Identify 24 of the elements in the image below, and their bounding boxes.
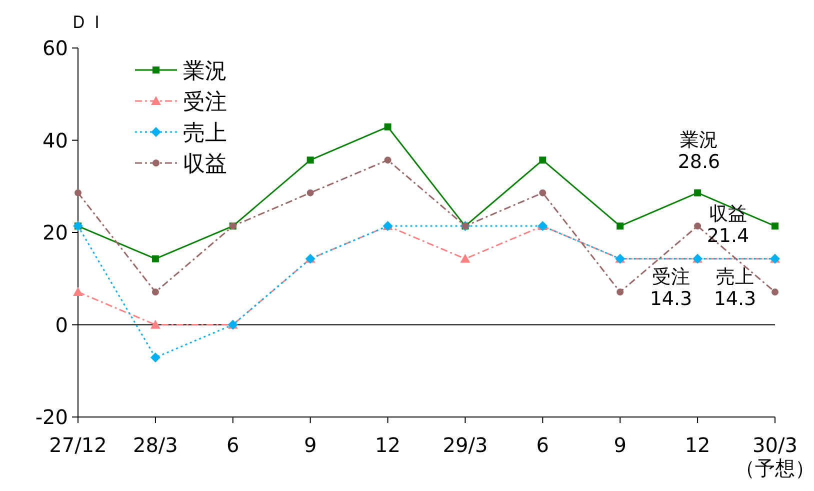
y-axis-title: ＤＩ [70, 12, 106, 33]
x-tick-label: 9 [304, 433, 317, 457]
legend-label: 売上 [183, 121, 227, 146]
legend-label: 収益 [183, 152, 227, 177]
annotation: 受注 14.3 [650, 266, 692, 310]
annotation: 業況 28.6 [678, 129, 720, 173]
x-tick-label: 28/3 [132, 433, 178, 457]
x-tick-label: 6 [536, 433, 550, 457]
x-tick-label: 9 [614, 433, 626, 457]
x-tick-label: 12 [684, 433, 710, 457]
annotation: 売上 14.3 [714, 266, 756, 310]
legend-label: 受注 [183, 90, 227, 115]
x-tick-label: 12 [375, 433, 401, 457]
y-tick-label: 40 [42, 128, 68, 152]
legend-label: 業況 [183, 59, 227, 84]
x-tick-label: 30/3 （予想） [735, 433, 814, 480]
y-tick-label: 20 [42, 220, 68, 244]
x-tick-label: 29/3 [442, 433, 488, 457]
x-tick-label: 27/12 [49, 433, 107, 457]
y-tick-label: 0 [55, 312, 68, 337]
y-tick-label: 60 [42, 36, 68, 60]
x-tick-label: 6 [226, 433, 240, 457]
annotation: 収益 21.4 [706, 203, 750, 247]
y-tick-label: -20 [35, 405, 68, 429]
